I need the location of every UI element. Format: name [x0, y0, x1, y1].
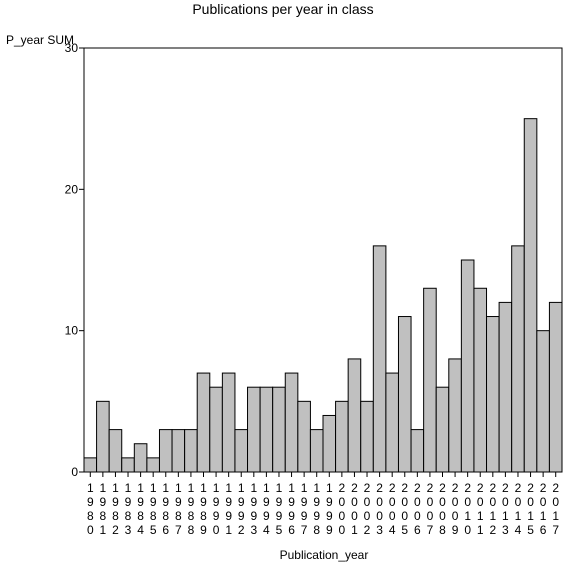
bar-1993 — [247, 386, 261, 473]
bar-1996 — [284, 372, 299, 473]
bar-2014 — [511, 245, 525, 473]
bar-1984 — [133, 443, 148, 473]
bar-2010 — [460, 259, 475, 473]
bar-1991 — [221, 372, 236, 473]
bar-1987 — [171, 429, 186, 473]
y-tick-label-0: 0 — [71, 465, 78, 479]
bar-1988 — [184, 429, 198, 473]
bar-1982 — [108, 429, 123, 473]
bar-1981 — [96, 400, 110, 473]
bar-2004 — [385, 372, 399, 473]
bar-1989 — [196, 372, 211, 473]
bar-2016 — [536, 330, 550, 473]
bar-2011 — [473, 287, 488, 473]
bar-2008 — [435, 386, 450, 473]
x-axis: 1 9 8 0 1 9 8 1 1 9 8 2 1 9 8 3 1 9 8 4 1 9 8 5 1 9 8 6 1 9 8 7 1 9 8 8 1 9 8 9… — [87, 472, 559, 537]
bar-2012 — [486, 316, 500, 473]
bar-2015 — [523, 118, 538, 473]
plot-frame — [83, 47, 563, 473]
bar-2005 — [397, 316, 412, 473]
x-axis-label: Publication_year — [280, 548, 369, 562]
chart-title: Publications per year in class — [192, 1, 373, 17]
y-tick-label-30: 30 — [65, 41, 79, 55]
bar-2002 — [360, 400, 374, 473]
bar-1980 — [83, 457, 98, 473]
bars-group — [83, 118, 563, 473]
y-tick-label-10: 10 — [65, 324, 79, 338]
bar-1998 — [309, 429, 324, 473]
bar-1995 — [272, 386, 286, 473]
y-tick-label-20: 20 — [65, 182, 79, 196]
bar-1983 — [121, 457, 135, 473]
bar-1986 — [158, 429, 173, 473]
bar-1997 — [297, 400, 311, 473]
bar-2009 — [448, 358, 462, 473]
bar-1999 — [322, 414, 337, 473]
bar-1992 — [234, 429, 249, 473]
y-axis-label: P_year SUM — [6, 33, 74, 47]
bar-2007 — [423, 287, 437, 473]
bar-2000 — [335, 400, 349, 473]
bar-2003 — [372, 245, 387, 473]
bar-1985 — [146, 457, 160, 473]
bar-2013 — [498, 301, 513, 473]
bar-1994 — [259, 386, 274, 473]
bar-2017 — [548, 301, 563, 473]
y-axis: 0 10 20 30 — [65, 41, 84, 479]
bar-2006 — [410, 429, 425, 473]
bar-2001 — [347, 358, 362, 473]
bar-1990 — [209, 386, 223, 473]
